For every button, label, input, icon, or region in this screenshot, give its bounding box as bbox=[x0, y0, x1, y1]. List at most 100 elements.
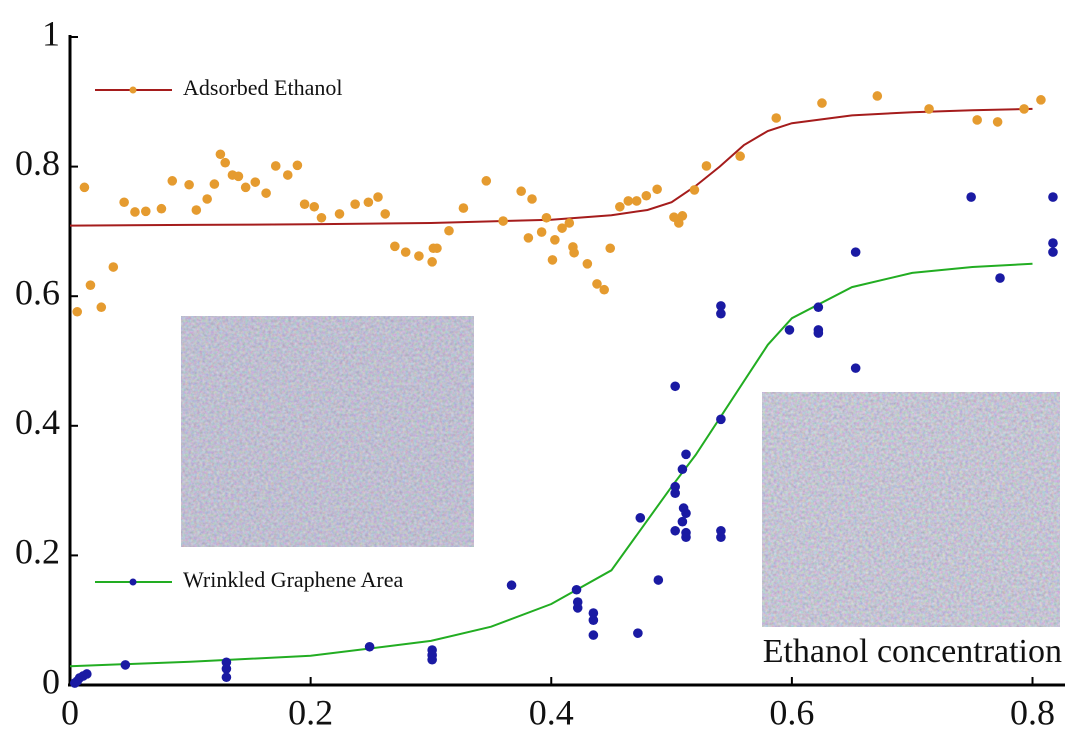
fit-line bbox=[69, 107, 1033, 227]
data-point bbox=[571, 584, 582, 595]
data-point bbox=[716, 308, 726, 319]
data-point bbox=[350, 199, 360, 209]
data-point bbox=[167, 176, 178, 186]
data-point bbox=[292, 160, 303, 171]
data-point bbox=[184, 179, 194, 190]
data-point bbox=[156, 203, 167, 214]
data-point bbox=[120, 660, 131, 670]
data-point bbox=[605, 243, 616, 254]
data-point bbox=[670, 525, 680, 536]
data-point bbox=[592, 279, 602, 289]
data-point bbox=[1048, 238, 1058, 248]
data-point bbox=[681, 532, 691, 543]
data-point bbox=[615, 201, 625, 212]
data-point bbox=[261, 188, 271, 198]
data-point bbox=[427, 257, 437, 267]
data-point bbox=[1019, 104, 1029, 114]
data-point bbox=[220, 157, 231, 168]
data-point bbox=[541, 212, 552, 223]
data-point bbox=[995, 273, 1005, 283]
y-tick-label: 0.2 bbox=[15, 532, 60, 572]
data-point bbox=[516, 186, 526, 197]
data-point bbox=[547, 255, 558, 265]
data-point bbox=[599, 284, 609, 295]
inset-image bbox=[181, 316, 474, 547]
data-point bbox=[130, 207, 140, 217]
data-point bbox=[481, 176, 492, 186]
data-point bbox=[652, 184, 662, 195]
data-point bbox=[872, 91, 883, 101]
data-point bbox=[677, 211, 688, 221]
data-point bbox=[1036, 95, 1046, 105]
data-point bbox=[309, 201, 320, 212]
y-tick-label: 0.8 bbox=[15, 143, 60, 183]
legend-marker bbox=[129, 86, 137, 94]
data-point bbox=[677, 516, 688, 527]
data-point bbox=[250, 177, 261, 187]
data-point bbox=[924, 104, 934, 114]
legend-marker bbox=[129, 578, 137, 586]
data-point bbox=[240, 182, 251, 193]
data-point bbox=[564, 218, 575, 228]
data-point bbox=[588, 630, 599, 640]
data-point bbox=[550, 235, 560, 245]
data-point bbox=[140, 206, 151, 217]
data-point bbox=[966, 192, 976, 202]
data-point bbox=[209, 179, 220, 189]
data-point bbox=[373, 192, 383, 202]
data-point bbox=[681, 449, 691, 460]
data-point bbox=[334, 209, 345, 219]
data-point bbox=[96, 302, 107, 313]
data-point bbox=[1048, 247, 1058, 257]
x-tick-label: 0.2 bbox=[288, 692, 333, 731]
data-point bbox=[588, 615, 599, 625]
data-point bbox=[270, 161, 281, 171]
data-point bbox=[784, 325, 795, 335]
data-point bbox=[85, 280, 96, 290]
data-point bbox=[506, 580, 517, 591]
data-point bbox=[108, 262, 119, 272]
data-point bbox=[380, 209, 391, 219]
y-tick-label: 1 bbox=[42, 13, 60, 53]
data-point bbox=[588, 608, 599, 618]
inset-image bbox=[762, 392, 1060, 627]
data-point bbox=[82, 669, 92, 679]
y-tick-label: 0.4 bbox=[15, 402, 60, 442]
data-point bbox=[673, 218, 684, 228]
data-point bbox=[813, 328, 824, 338]
data-point bbox=[992, 117, 1003, 127]
legend-label: Wrinkled Graphene Area bbox=[183, 567, 403, 592]
x-tick-label: 0.6 bbox=[769, 692, 814, 731]
data-point bbox=[771, 113, 782, 123]
data-point bbox=[523, 233, 534, 243]
x-tick-label: 0 bbox=[61, 692, 79, 731]
data-point bbox=[582, 259, 593, 269]
data-point bbox=[536, 227, 547, 237]
y-tick-label: 0.6 bbox=[15, 272, 60, 312]
data-point bbox=[850, 363, 861, 373]
data-point bbox=[850, 247, 861, 257]
data-point bbox=[641, 190, 652, 201]
data-point bbox=[527, 194, 537, 204]
data-point bbox=[390, 241, 400, 252]
data-point bbox=[282, 170, 293, 180]
y-tick-label: 0 bbox=[42, 661, 60, 701]
data-point bbox=[681, 508, 691, 519]
data-point bbox=[677, 464, 688, 475]
data-point bbox=[221, 664, 232, 674]
data-point bbox=[427, 654, 437, 665]
data-point bbox=[635, 513, 646, 523]
data-point bbox=[653, 575, 664, 585]
data-point bbox=[316, 212, 327, 223]
data-point bbox=[79, 182, 90, 193]
data-point bbox=[670, 381, 680, 392]
data-point bbox=[623, 196, 634, 206]
data-point bbox=[400, 247, 411, 257]
data-point bbox=[72, 306, 83, 317]
legend-label: Adsorbed Ethanol bbox=[183, 75, 342, 100]
data-point bbox=[572, 603, 583, 613]
data-point bbox=[233, 171, 244, 182]
data-point bbox=[633, 628, 643, 638]
